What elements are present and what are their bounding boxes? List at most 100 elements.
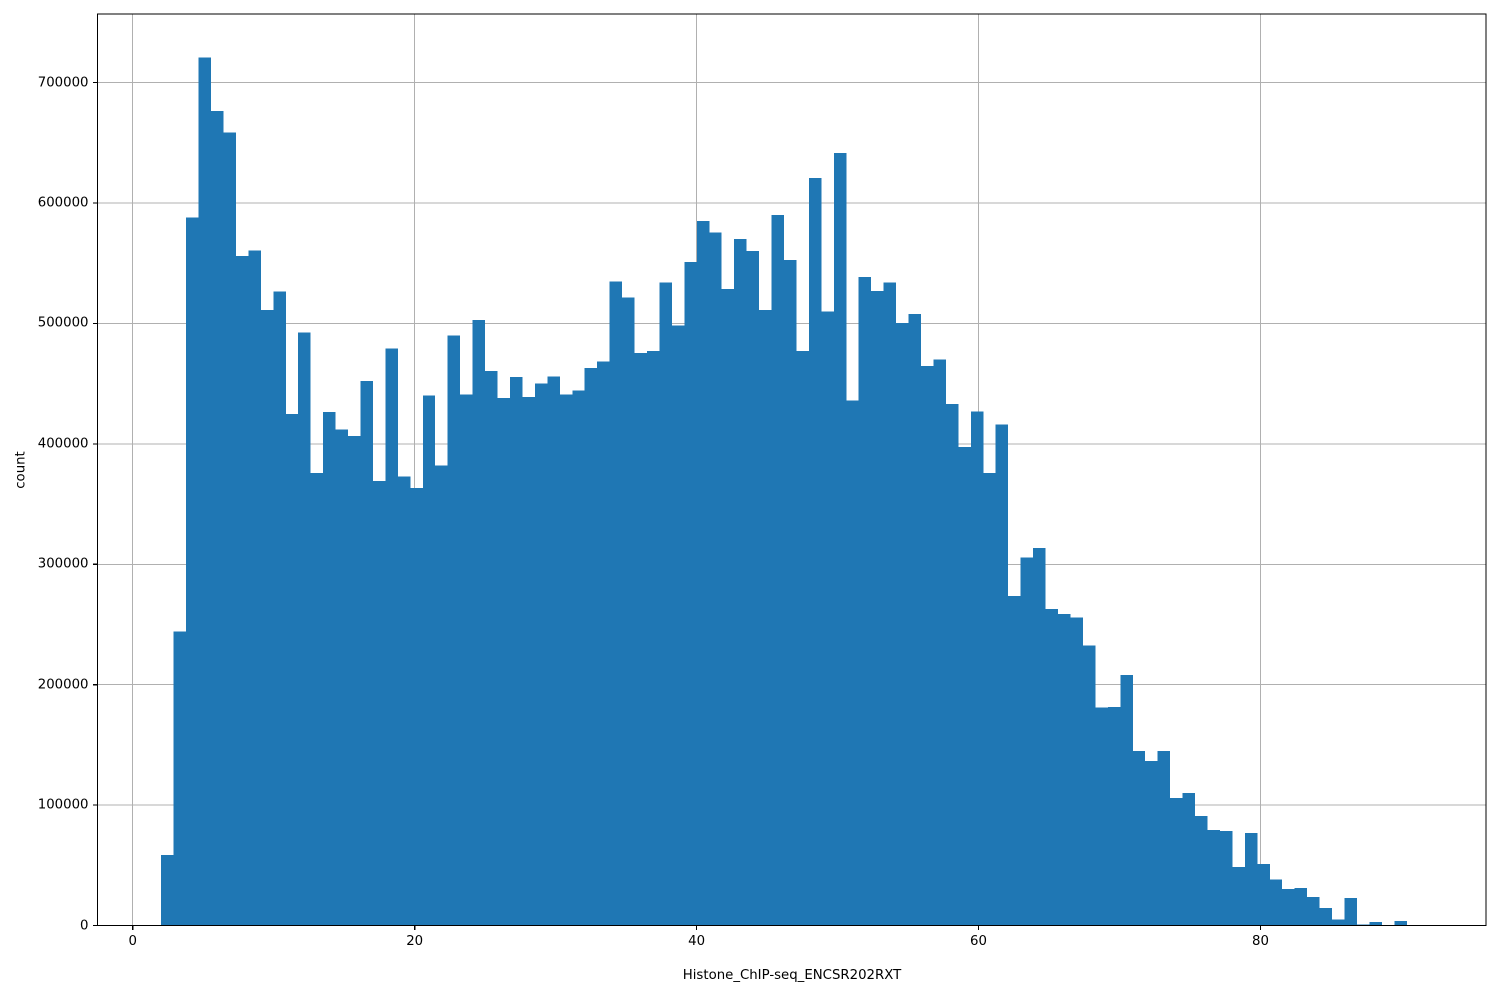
histogram-bar [410,487,423,926]
histogram-bar [235,256,249,926]
y-tick-label: 700000 [37,74,89,90]
histogram-bar [1082,645,1096,926]
histogram-bar [771,215,784,926]
histogram-bar [385,348,398,926]
histogram-bar [1008,596,1021,926]
histogram-bar [1257,864,1270,926]
histogram-bar [186,217,199,926]
histogram-bar [684,262,697,926]
histogram-bar [260,310,274,926]
histogram-bar [285,413,299,926]
histogram-bar [609,281,623,926]
histogram-bar [161,855,174,926]
histogram-bar [796,351,809,926]
histogram-bar [721,289,735,926]
histogram-bar [485,371,498,926]
histogram-bar [1307,897,1320,926]
x-tick-label: 80 [1251,933,1269,949]
histogram-bar [559,394,573,926]
histogram-bar [435,465,448,926]
histogram-bar [696,221,710,926]
histogram-bar [634,352,647,926]
histogram-bar [1070,617,1083,926]
histogram-bar [1095,707,1108,926]
histogram-bar [970,411,984,926]
histogram-bar [572,390,585,926]
histogram-bar [995,424,1009,926]
histogram-bar [522,396,535,926]
axes-spines [96,13,1487,927]
histogram-bar [584,368,598,926]
histogram-bar [1232,867,1245,926]
histogram-bar [460,394,473,926]
histogram-bar [597,361,610,926]
histogram-bar [372,481,386,926]
histogram-bar [833,153,847,926]
histogram-bar [1170,797,1183,926]
histogram-bar [360,381,373,926]
histogram-bar [447,335,461,926]
histogram-bar [1058,614,1071,926]
histogram-bar [348,436,361,926]
histogram-bar [646,351,660,926]
histogram-bar [198,57,212,926]
y-tick-label: 200000 [37,677,89,693]
histogram-bar [871,290,884,926]
histogram-bar [547,376,560,926]
histogram-bar [1182,793,1196,926]
histogram-bar [310,472,324,926]
y-tick-label: 400000 [37,436,89,452]
histogram-bar [298,332,311,926]
histogram-bar [1219,830,1233,926]
histogram-bar [759,310,772,926]
histogram-bar [1120,675,1133,926]
y-tick-label: 100000 [37,797,89,813]
x-tick-label: 0 [128,933,137,949]
histogram-bar [622,297,635,926]
y-axis-label: count [13,451,29,489]
histogram-bar [1195,815,1208,926]
histogram-bar [1207,829,1220,926]
histogram-bar [1319,908,1333,926]
histogram-bar [1244,832,1258,926]
histogram-bar [783,260,797,926]
histogram-bar [173,631,187,926]
histogram-bar [472,319,486,926]
histogram-bar [534,383,548,926]
x-axis-label: Histone_ChIP-seq_ENCSR202RXT [682,968,902,983]
histogram-bar [1282,888,1295,926]
x-tick-label: 20 [406,933,424,949]
histogram-bar [945,404,959,926]
histogram-bar [422,395,436,926]
y-tick-label: 500000 [37,315,89,331]
histogram-bar [1045,608,1059,926]
histogram-bar [883,282,897,926]
histogram-bar [734,239,747,926]
histogram-bar [1269,879,1283,926]
histogram-bar [858,277,872,926]
histogram-bar [1332,919,1345,926]
y-tick-label: 0 [80,917,89,933]
histogram-bar [1294,887,1308,926]
histogram-bar [846,400,859,926]
histogram-bar [1344,897,1357,926]
histogram-bar [958,446,971,926]
histogram-bar [211,110,224,926]
histogram-bar [1369,922,1382,926]
x-tick-label: 40 [688,933,706,949]
y-tick-label: 600000 [37,195,89,211]
histogram-bar [335,429,349,926]
histogram-bar [1020,557,1034,926]
histogram-bar [821,311,834,926]
histogram-bar [323,411,336,926]
histogram-bar [908,313,922,926]
histogram-bar [1394,920,1407,926]
histogram-bar [273,291,286,926]
histogram-bar [808,177,822,926]
histogram-bar [248,250,261,926]
histogram-bar [659,282,672,926]
histogram-bar [1132,750,1146,926]
histogram-bar [921,366,934,926]
